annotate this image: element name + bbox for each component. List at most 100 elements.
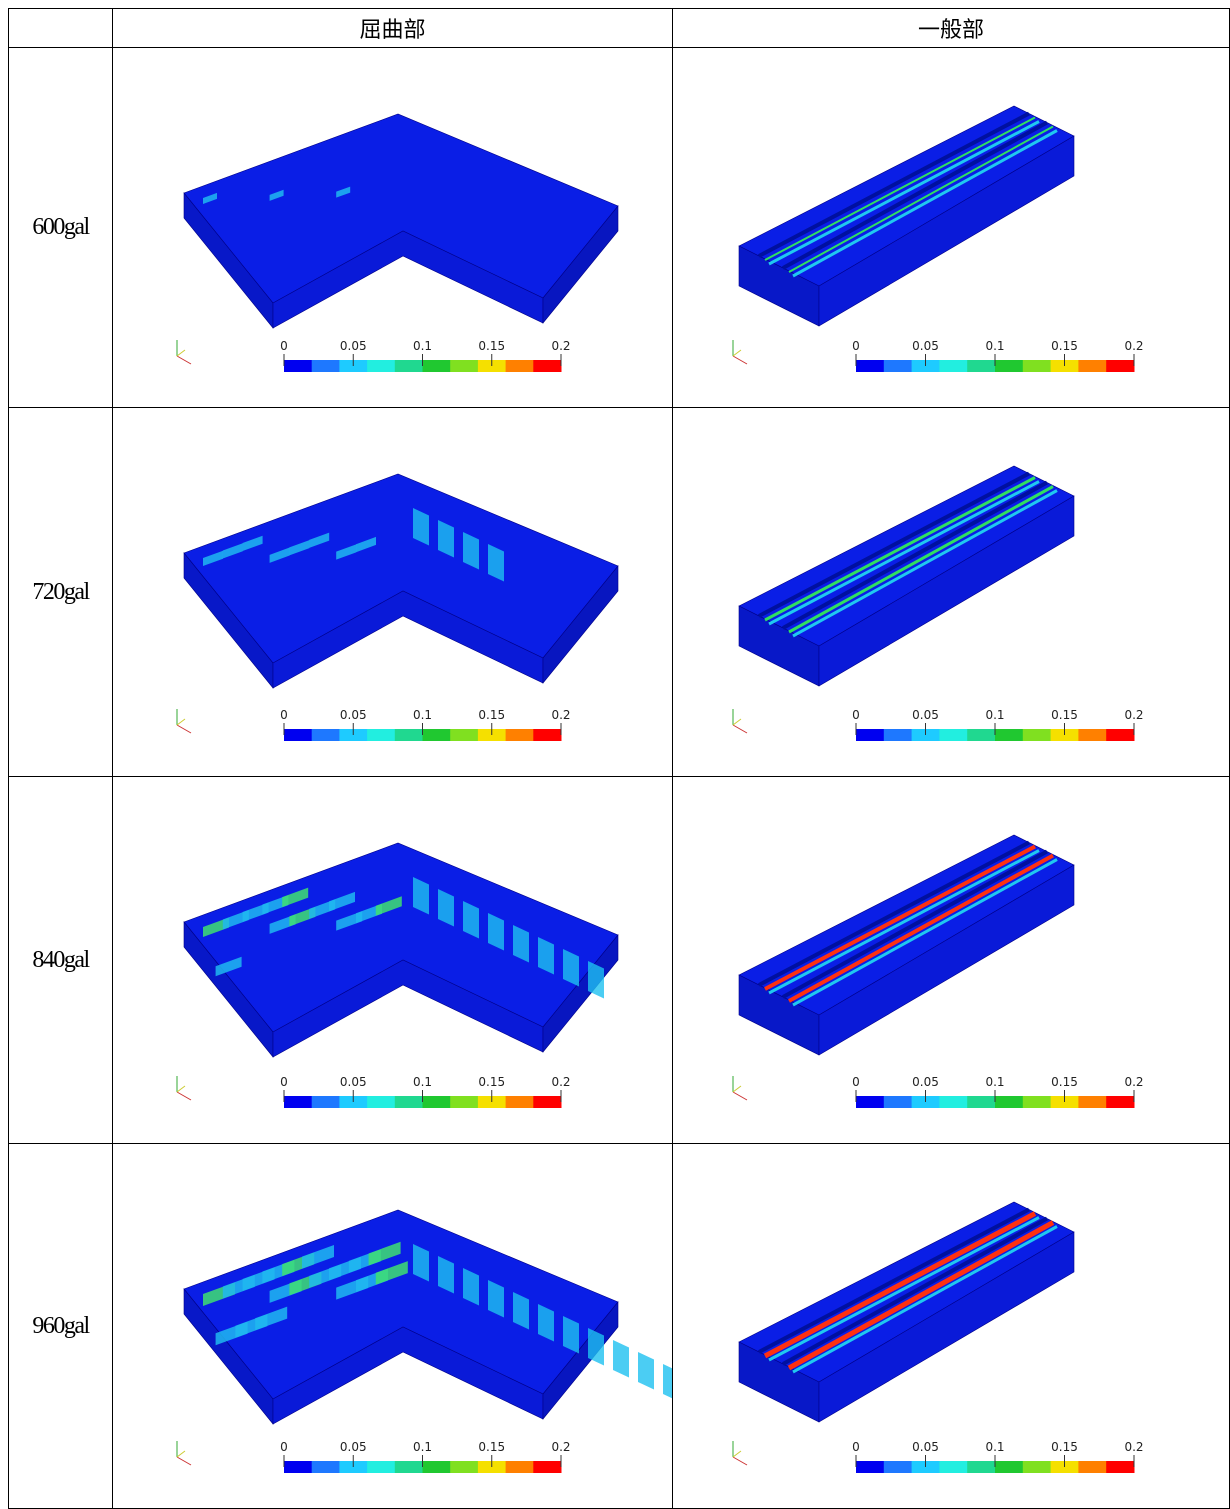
colorbar-segment [533, 360, 561, 372]
colorbar-segment [533, 1461, 561, 1473]
table-row: 840gal00.050.10.150.200.050.10.150.2 [9, 777, 1230, 1144]
colorbar-segment [367, 360, 395, 372]
colorbar-segment [506, 729, 534, 741]
colorbar-segment [450, 1461, 478, 1473]
axis-triad [733, 1092, 747, 1100]
colorbar-segment [533, 1096, 561, 1108]
colorbar-segment [450, 360, 478, 372]
colorbar-label: 0.2 [1124, 1440, 1143, 1454]
colorbar-segment [284, 1461, 312, 1473]
colorbar-label: 0.1 [985, 708, 1004, 722]
row-label: 840gal [9, 777, 113, 1144]
colorbar-label: 0.05 [340, 1440, 367, 1454]
axis-triad [733, 719, 741, 725]
colorbar-segment [395, 1096, 423, 1108]
model-patch [638, 1352, 654, 1389]
axis-triad [177, 1457, 191, 1465]
row-label: 600gal [9, 48, 113, 408]
colorbar-segment [884, 1096, 912, 1108]
colorbar-segment [939, 1096, 967, 1108]
colorbar-segment [856, 1096, 884, 1108]
colorbar-segment [1078, 360, 1106, 372]
colorbar-segment [423, 360, 451, 372]
colorbar-segment [1106, 360, 1134, 372]
axis-triad [177, 1086, 185, 1092]
colorbar-label: 0.1 [413, 1075, 432, 1089]
colorbar-label: 0 [280, 1075, 288, 1089]
colorbar-segment [1023, 729, 1051, 741]
colorbar-segment [967, 729, 995, 741]
colorbar-label: 0 [280, 339, 288, 353]
colorbar-label: 0.15 [478, 1075, 505, 1089]
colorbar-segment [506, 1096, 534, 1108]
colorbar-label: 0.2 [1124, 708, 1143, 722]
colorbar-label: 0.2 [551, 339, 570, 353]
colorbar-segment [450, 729, 478, 741]
colorbar-segment [884, 1461, 912, 1473]
colorbar-label: 0 [852, 708, 860, 722]
image-cell: 00.050.10.150.2 [673, 1144, 1230, 1509]
colorbar-segment [995, 729, 1023, 741]
colorbar-label: 0.15 [478, 339, 505, 353]
axis-triad [177, 356, 191, 364]
colorbar-segment [367, 1096, 395, 1108]
simulation-image: 00.050.10.150.2 [113, 48, 672, 407]
colorbar-segment [1106, 729, 1134, 741]
image-cell: 00.050.10.150.2 [113, 48, 673, 408]
colorbar-label: 0.15 [1051, 708, 1078, 722]
colorbar-segment [967, 1096, 995, 1108]
colorbar-label: 0.1 [985, 1075, 1004, 1089]
column-header: 屈曲部 [113, 9, 673, 48]
colorbar-segment [967, 360, 995, 372]
simulation-image: 00.050.10.150.2 [113, 408, 672, 776]
colorbar-segment [367, 729, 395, 741]
colorbar-segment [395, 360, 423, 372]
colorbar-label: 0.1 [413, 339, 432, 353]
axis-triad [177, 1451, 185, 1457]
row-label: 960gal [9, 1144, 113, 1509]
colorbar-segment [395, 1461, 423, 1473]
colorbar-segment [533, 729, 561, 741]
colorbar-segment [312, 1096, 340, 1108]
colorbar-segment [312, 1461, 340, 1473]
corner-cell [9, 9, 113, 48]
colorbar-segment [884, 729, 912, 741]
colorbar-segment [995, 360, 1023, 372]
colorbar-segment [1078, 1461, 1106, 1473]
colorbar-segment [995, 1096, 1023, 1108]
row-label: 720gal [9, 408, 113, 777]
header-row: 屈曲部 一般部 [9, 9, 1230, 48]
colorbar-segment [1023, 1461, 1051, 1473]
image-cell: 0 0.05 0.1 0.15 0.2 [113, 777, 673, 1144]
simulation-image: 0 0.05 0.1 0.15 0.2 [113, 777, 672, 1143]
colorbar-label: 0.1 [413, 708, 432, 722]
axis-triad [733, 350, 741, 356]
colorbar-label: 0.15 [478, 1440, 505, 1454]
axis-triad [177, 725, 191, 733]
colorbar-label: 0.2 [1124, 1075, 1143, 1089]
colorbar-label: 0.2 [551, 1075, 570, 1089]
colorbar-segment [423, 729, 451, 741]
colorbar-segment [939, 729, 967, 741]
axis-triad [733, 725, 747, 733]
colorbar-label: 0.05 [340, 1075, 367, 1089]
simulation-image: 00.050.10.150.2 [113, 1144, 672, 1508]
colorbar-label: 0.1 [985, 339, 1004, 353]
colorbar-segment [1078, 1096, 1106, 1108]
axis-triad [177, 719, 185, 725]
colorbar-segment [884, 360, 912, 372]
axis-triad [733, 356, 747, 364]
axis-triad [733, 1451, 741, 1457]
colorbar-label: 0.05 [912, 1075, 939, 1089]
colorbar-label: 0.2 [1124, 339, 1143, 353]
colorbar-label: 0.15 [478, 708, 505, 722]
table-row: 600gal00.050.10.150.200.050.10.150.2 [9, 48, 1230, 408]
axis-triad [733, 1086, 741, 1092]
colorbar-label: 0 [280, 1440, 288, 1454]
colorbar-label: 0.05 [340, 708, 367, 722]
colorbar-label: 0.2 [551, 708, 570, 722]
colorbar-segment [856, 1461, 884, 1473]
